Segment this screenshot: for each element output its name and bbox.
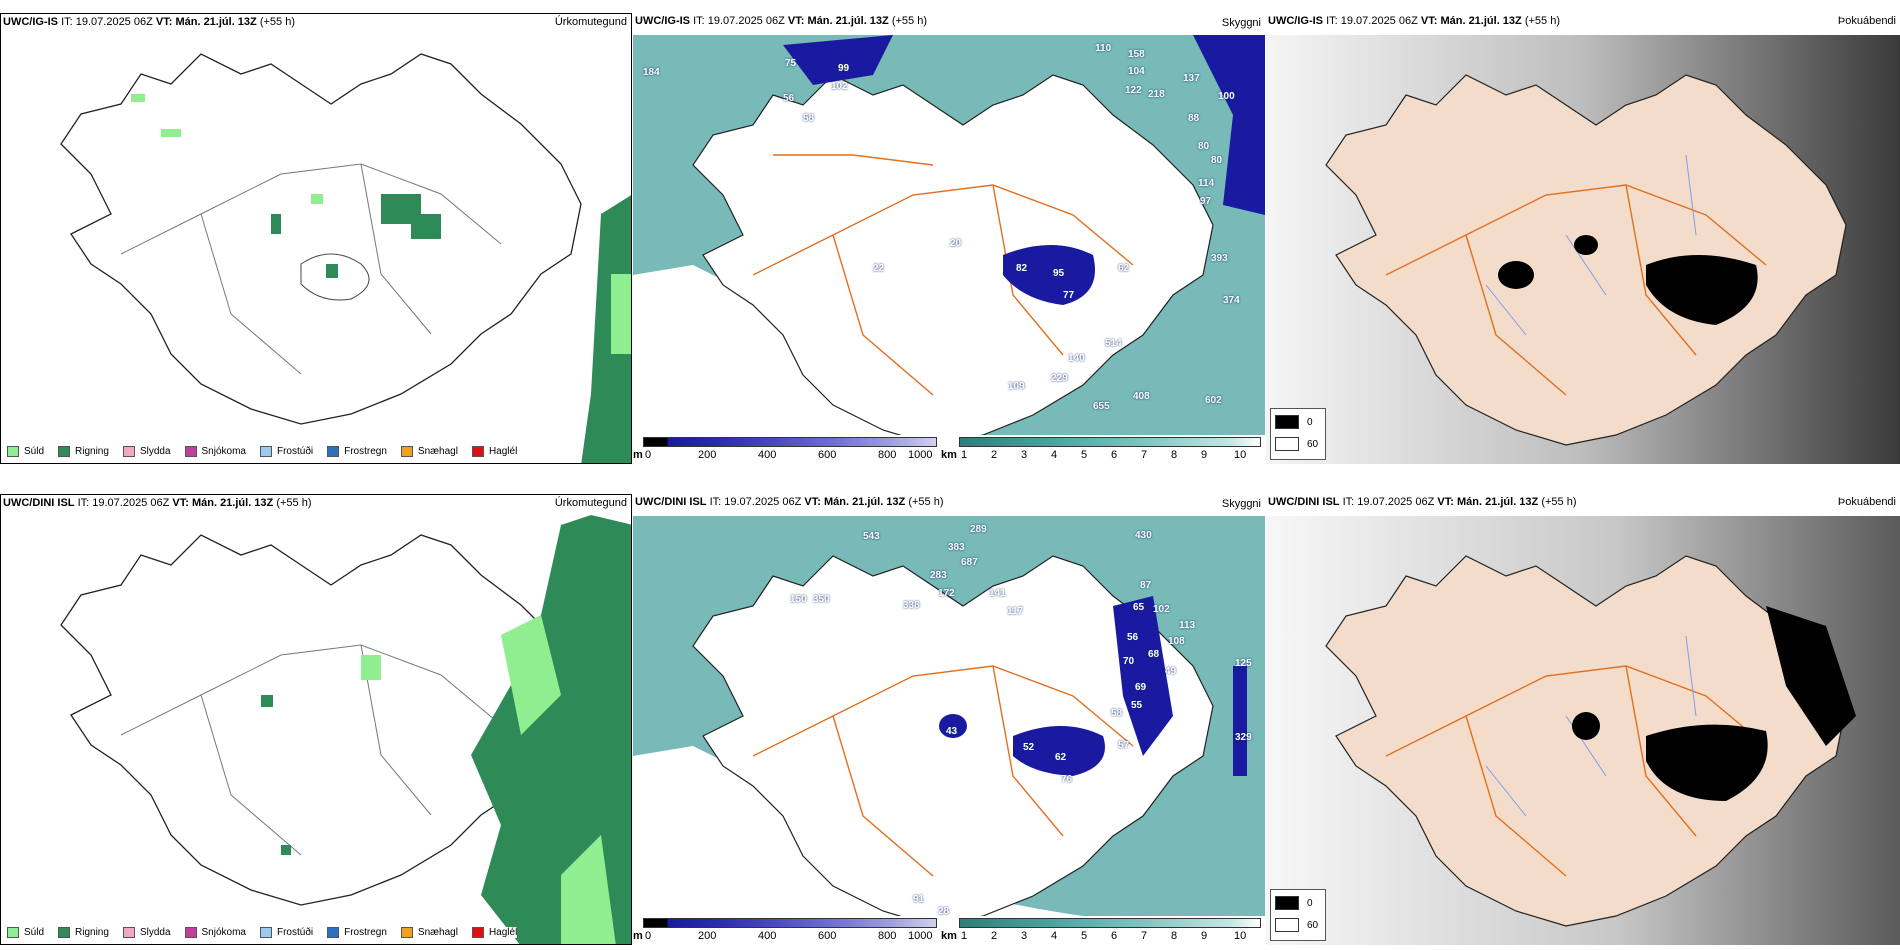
model-name: UWC/IG-IS bbox=[3, 16, 58, 28]
fog-map bbox=[1266, 516, 1900, 945]
legend-item: Snjókoma bbox=[184, 446, 246, 457]
swatch-slydda bbox=[122, 446, 135, 457]
panel-title: Skyggni bbox=[1221, 17, 1261, 29]
legend-item: Haglél bbox=[471, 446, 517, 457]
legend-item: Snæhagl bbox=[400, 446, 458, 457]
height-colorbar: m 0 200 400 600 800 1000 bbox=[633, 437, 939, 464]
precip-map bbox=[60, 53, 631, 463]
fog-swatch-white bbox=[1275, 437, 1299, 451]
swatch-frostregn bbox=[327, 446, 340, 457]
iceland-land bbox=[692, 74, 1214, 435]
swatch-frostudi bbox=[259, 446, 272, 457]
legend-item: Rigning bbox=[58, 446, 109, 457]
rivers bbox=[1485, 154, 1697, 336]
vt-label: VT: bbox=[155, 16, 173, 28]
swatch-snjokoma bbox=[184, 446, 197, 457]
iceland-land bbox=[1325, 74, 1847, 446]
swatch-sudl bbox=[7, 446, 19, 457]
low-cloud-areas bbox=[939, 596, 1247, 776]
legend-item: Súld bbox=[7, 446, 44, 457]
model-name: UWC/DINI ISL bbox=[3, 497, 75, 509]
visibility-colorbar: km 1 2 3 4 5 6 7 8 9 10 bbox=[941, 437, 1265, 464]
panel-precip-bottom: UWC/DINI ISL IT: 19.07.2025 06Z VT: Mán.… bbox=[0, 494, 632, 945]
visibility-map bbox=[633, 516, 1265, 916]
panel-header: UWC/IG-IS IT: 19.07.2025 06Z VT: Mán. 21… bbox=[1268, 15, 1560, 27]
panel-header: UWC/DINI ISL IT: 19.07.2025 06Z VT: Mán.… bbox=[635, 496, 944, 508]
road-network bbox=[120, 163, 502, 375]
it-value: 19.07.2025 06Z bbox=[75, 16, 153, 28]
panel-header: UWC/IG-IS IT: 19.07.2025 06Z VT: Mán. 21… bbox=[3, 16, 295, 28]
iceland-coastline bbox=[60, 53, 582, 425]
rain-areas bbox=[261, 515, 631, 944]
road-network bbox=[752, 665, 1134, 877]
panel-precip-top: UWC/IG-IS IT: 19.07.2025 06Z VT: Mán. 21… bbox=[0, 13, 632, 464]
fog-legend: 0 60 bbox=[1270, 889, 1326, 941]
panel-title: Þokuábendi bbox=[1837, 496, 1896, 508]
road-network bbox=[752, 154, 1134, 396]
fog-areas bbox=[1572, 606, 1856, 801]
panel-visibility-top: UWC/IG-IS IT: 19.07.2025 06Z VT: Mán. 21… bbox=[633, 13, 1265, 464]
drizzle-areas bbox=[131, 94, 631, 354]
panel-fog-bottom: UWC/DINI ISL IT: 19.07.2025 06Z VT: Mán.… bbox=[1266, 494, 1900, 945]
legend-item: Frostregn bbox=[327, 446, 387, 457]
fog-map bbox=[1266, 35, 1900, 464]
vt-value: Mán. 21.júl. 13Z bbox=[175, 16, 257, 28]
road-network bbox=[1385, 184, 1767, 396]
fog-areas bbox=[1498, 235, 1758, 325]
precip-legend: Súld Rigning Slydda Snjókoma Frostúði Fr… bbox=[7, 446, 518, 457]
panel-header: UWC/DINI ISL IT: 19.07.2025 06Z VT: Mán.… bbox=[1268, 496, 1577, 508]
fog-legend: 0 60 bbox=[1270, 408, 1326, 460]
lead-time: (+55 h) bbox=[259, 16, 295, 28]
legend-item: Frostúði bbox=[259, 446, 313, 457]
swatch-snaehagl bbox=[400, 446, 413, 457]
drizzle-areas bbox=[361, 615, 616, 944]
panel-visibility-bottom: UWC/DINI ISL IT: 19.07.2025 06Z VT: Mán.… bbox=[633, 494, 1265, 945]
panel-header: UWC/IG-IS IT: 19.07.2025 06Z VT: Mán. 21… bbox=[635, 15, 927, 27]
visibility-map bbox=[633, 35, 1265, 435]
swatch-rigning bbox=[58, 446, 71, 457]
road-network bbox=[120, 644, 502, 856]
fog-swatch-black bbox=[1275, 415, 1299, 429]
legend-item: Slydda bbox=[122, 446, 171, 457]
panel-title: Þokuábendi bbox=[1837, 15, 1896, 27]
it-label: IT: bbox=[61, 16, 73, 28]
panel-header: UWC/DINI ISL IT: 19.07.2025 06Z VT: Mán.… bbox=[3, 497, 312, 509]
swatch-haglel bbox=[471, 446, 484, 457]
panel-title: Úrkomutegund bbox=[554, 16, 627, 28]
glacier-outline bbox=[300, 253, 370, 301]
low-cloud-areas bbox=[783, 35, 1265, 305]
visibility-colorbar: km 1 2 3 4 5 6 7 8 9 10 bbox=[941, 918, 1265, 945]
panel-fog-top: UWC/IG-IS IT: 19.07.2025 06Z VT: Mán. 21… bbox=[1266, 13, 1900, 464]
panel-title: Úrkomutegund bbox=[554, 497, 627, 509]
rain-areas bbox=[271, 194, 631, 463]
road-network bbox=[1385, 665, 1767, 877]
iceland-land bbox=[1325, 555, 1847, 927]
height-colorbar: m 0 200 400 600 800 1000 bbox=[633, 918, 939, 945]
panel-title: Skyggni bbox=[1221, 498, 1261, 510]
precip-map bbox=[60, 515, 631, 944]
iceland-coastline bbox=[60, 534, 582, 906]
precip-legend: Súld Rigning Slydda Snjókoma Frostúði Fr… bbox=[7, 927, 518, 938]
